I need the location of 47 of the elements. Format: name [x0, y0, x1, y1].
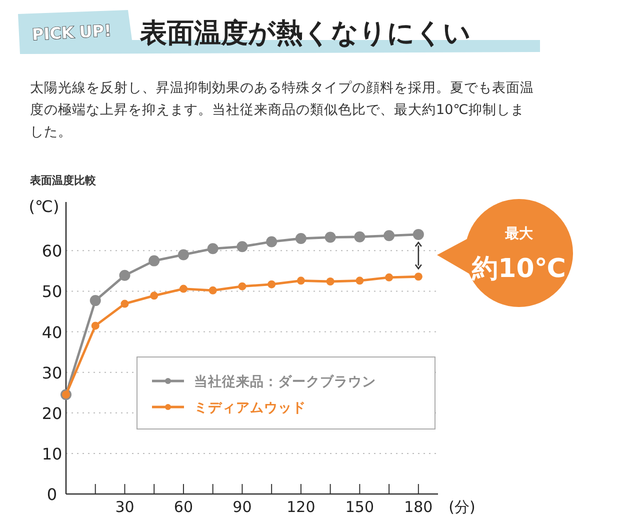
point [119, 270, 130, 281]
y-tick-label: 0 [46, 485, 58, 504]
y-tick-label: 10 [42, 444, 62, 464]
legend-label: 当社従来品：ダークブラウン [194, 373, 376, 390]
point [414, 272, 422, 281]
point [384, 230, 395, 242]
point [207, 243, 218, 254]
point [295, 233, 306, 244]
x-tick-label: 120 [286, 498, 316, 515]
point [91, 322, 100, 330]
point [268, 280, 276, 288]
point [412, 228, 424, 240]
point [238, 282, 246, 290]
chart-title: 表面温度が熱くなりにくい [139, 18, 471, 49]
point [150, 292, 158, 300]
point [385, 273, 394, 282]
y-tick-label: 40 [42, 322, 62, 342]
point [90, 295, 101, 306]
text: 表面温度比較 [29, 174, 97, 187]
legend-label: ミディアムウッド [194, 400, 306, 416]
point [120, 300, 129, 308]
point [236, 241, 248, 252]
point [326, 277, 334, 286]
text: PICK UP! [32, 20, 112, 44]
y-tick-label: 30 [42, 363, 62, 382]
point [178, 249, 189, 260]
x-tick-label: 180 [404, 498, 433, 515]
x-tick-label: 150 [345, 498, 374, 515]
x-tick-label: 60 [174, 498, 194, 515]
point [324, 232, 336, 243]
point [266, 236, 278, 248]
point [354, 231, 366, 242]
y-tick-label: 20 [42, 404, 62, 423]
point [208, 286, 217, 294]
text: 最大 [504, 226, 534, 242]
y-axis-title: (℃) [28, 197, 60, 216]
y-tick-label: 50 [42, 282, 62, 302]
point [148, 255, 160, 266]
x-tick-label: 90 [232, 498, 252, 515]
point [179, 284, 188, 293]
text: 約10℃ [471, 254, 566, 284]
chart-subtitle: 太陽光線を反射し、昇温抑制効果のある特殊タイプの顔料を採用。夏でも表面温度の極端な上昇を抑えます。当社従来商品の類似色比で、最大約10℃抑制しました。 [30, 80, 534, 140]
x-tick-label: 30 [115, 498, 134, 515]
point [296, 276, 305, 285]
y-tick-label: 60 [42, 242, 62, 261]
point [356, 276, 364, 285]
x-axis-title: (分) [448, 498, 476, 515]
